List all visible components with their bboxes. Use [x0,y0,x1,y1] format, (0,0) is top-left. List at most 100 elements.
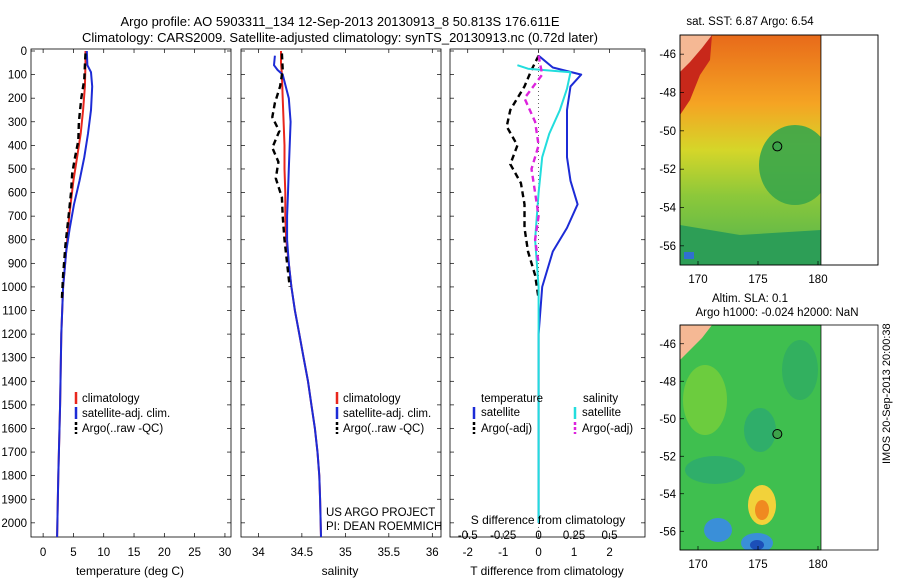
x-tick-label: -2 [463,547,473,559]
legend-label-sal-argo: Argo(-adj) [582,423,633,435]
depth-tick-label: 2000 [1,518,27,530]
imos-timestamp: IMOS 20-Sep-2013 20:00:38 [881,323,893,464]
plot-frame [449,48,646,538]
lon-tick-label: 180 [808,559,827,571]
legend-label-argo: Argo(..raw -QC) [82,423,163,435]
top-x-tick-label: 0 [535,530,541,542]
plot-frame [240,48,442,538]
series-line-argo-raw-qc [60,53,87,299]
x-tick-label: 1 [571,547,577,559]
altimetry-map-title: Altim. SLA: 0.1 [712,293,788,305]
sst-map-title: sat. SST: 6.87 Argo: 6.54 [686,16,814,28]
sst-cold-pixel [684,252,694,259]
x-tick-label: 36 [426,547,439,559]
sst-map [680,35,821,265]
depth-tick-label: 600 [8,188,27,200]
sst-map-axes: -46 -48 -50 -52 -54 -56 170 175 180 [659,34,879,286]
x-tick-label: 0 [40,547,46,559]
x-tick-label: 34.5 [291,547,313,559]
depth-tick-label: 900 [8,258,27,270]
salinity-panel: 34 34.5 35 35.5 36 [240,48,442,559]
sst-cool-south [680,225,821,265]
sla-feature [683,365,727,435]
lat-tick-label: -52 [659,451,676,463]
map-outer-frame [679,324,879,551]
land-mass [680,325,712,360]
project-annotation: US ARGO PROJECT [326,507,435,519]
title-line-2: Climatology: CARS2009. Satellite-adjuste… [82,30,598,45]
x-tick-label: 25 [188,547,201,559]
altimetry-map-axes: -46 -48 -50 -52 -54 -56 170 175 180 [659,324,879,571]
series-group [56,50,94,537]
sla-feature [744,408,776,452]
legend-label-satellite: satellite-adj. clim. [343,408,431,420]
x-tick-label: 0 [535,547,541,559]
x-tick-label: 20 [158,547,171,559]
difference-xlabel: T difference from climatology [470,564,624,578]
temperature-panel: 0100200300400500600700800900100011001200… [1,46,232,559]
depth-tick-label: 1400 [1,376,27,388]
lon-tick-label: 175 [748,559,767,571]
series-line-satellite-adj-clim [273,55,322,537]
legend-label-climatology: climatology [82,393,140,405]
depth-tick-label: 300 [8,117,27,129]
legend-label-satellite: satellite-adj. clim. [82,408,170,420]
series-line-temperature-satellite [537,54,583,523]
x-tick-label: 5 [70,547,76,559]
depth-tick-label: 1900 [1,494,27,506]
lon-tick-label: 180 [808,274,827,286]
difference-panel: -2 -1 0 1 2 -0.5 -0.25 0 0.25 0.5 [449,48,646,559]
difference-legend: temperature salinity satellite Argo(-adj… [472,393,633,435]
lat-tick-label: -54 [659,489,676,501]
lat-tick-label: -46 [659,339,676,351]
land-mass [680,35,712,72]
altimetry-map [680,325,821,550]
x-tick-label: -1 [498,547,508,559]
difference-top-xlabel: S difference from climatology [471,513,626,527]
lon-tick-label: 170 [688,274,707,286]
legend-label-climatology: climatology [343,393,401,405]
legend-header-temperature: temperature [481,393,543,405]
sla-feature [685,456,745,484]
depth-tick-label: 1700 [1,447,27,459]
x-tick-label: 15 [128,547,141,559]
x-tick-label: 2 [606,547,612,559]
lat-tick-label: -54 [659,203,676,215]
x-tick-label: 35 [339,547,352,559]
depth-tick-label: 400 [8,140,27,152]
map-outer-frame [679,34,879,266]
lon-tick-label: 170 [688,559,707,571]
argo-position-marker [772,428,783,439]
depth-tick-label: 500 [8,164,27,176]
lat-tick-label: -50 [659,414,676,426]
series-line-temperature-argo-adj [505,55,540,299]
legend-header-salinity: salinity [583,393,618,405]
sla-low [704,518,732,542]
x-tick-label: 34 [252,547,265,559]
depth-tick-label: 1600 [1,423,27,435]
series-group [271,51,322,537]
legend-label-argo: Argo(..raw -QC) [343,423,424,435]
depth-tick-label: 800 [8,235,27,247]
sla-feature [782,340,818,400]
x-tick-label: 10 [97,547,110,559]
lat-tick-label: -46 [659,49,676,61]
depth-tick-label: 1500 [1,400,27,412]
top-x-tick-label: -0.25 [490,530,516,542]
depth-tick-label: 1100 [2,306,27,318]
altimetry-map-subtitle: Argo h1000: -0.024 h2000: NaN [695,307,858,319]
sst-map-blank [820,34,879,266]
legend-label-temp-satellite: satellite [481,407,520,419]
legend-label-sal-satellite: satellite [582,407,621,419]
series-line-satellite-adj-clim [56,50,94,537]
series-group [505,54,583,523]
depth-tick-label: 100 [8,70,27,82]
lat-tick-label: -50 [659,126,676,138]
depth-tick-label: 200 [8,93,27,105]
top-x-tick-label: -0.5 [458,530,478,542]
series-line-salinity-satellite [517,64,572,523]
title-line-1: Argo profile: AO 5903311_134 12-Sep-2013… [120,14,560,29]
depth-tick-label: 1200 [1,329,27,341]
series-line-climatology [280,51,322,537]
